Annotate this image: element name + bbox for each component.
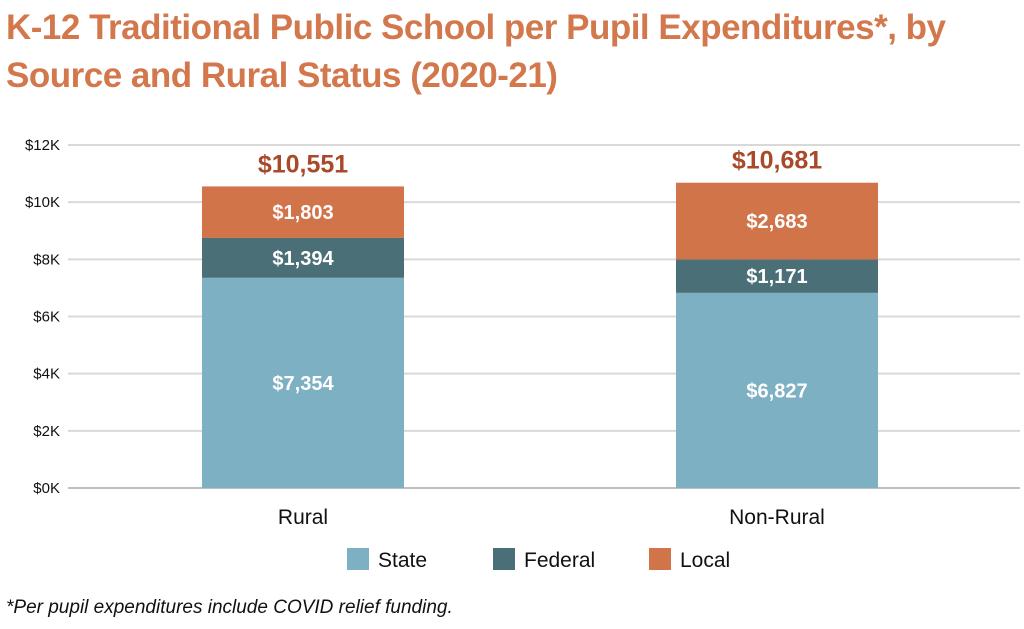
legend-swatch-local xyxy=(649,548,671,570)
legend-swatch-federal xyxy=(493,548,515,570)
chart-title: K-12 Traditional Public School per Pupil… xyxy=(6,8,946,95)
y-tick-label: $12K xyxy=(25,137,60,154)
legend-label-local: Local xyxy=(680,549,730,572)
legend: State Federal Local xyxy=(347,548,730,572)
x-axis-ticks: Rural Non-Rural xyxy=(278,506,825,529)
data-label-state: $7,354 xyxy=(272,373,334,395)
bars: $7,354 $1,394 $1,803 $10,551 $6,827 $1,171 $2,… xyxy=(202,147,878,488)
data-label-federal: $1,171 xyxy=(746,266,807,288)
bar-segment-local-non-rural xyxy=(676,182,878,260)
data-label-federal: $1,394 xyxy=(272,248,334,270)
bar-segment-local-rural xyxy=(202,186,404,238)
x-tick-label: Non-Rural xyxy=(729,506,825,529)
legend-label-state: State xyxy=(378,549,427,572)
legend-swatch-state xyxy=(347,548,369,570)
data-label-local: $2,683 xyxy=(746,211,807,233)
y-tick-label: $0K xyxy=(33,480,60,497)
bar-segment-state-non-rural xyxy=(676,292,878,488)
y-tick-label: $8K xyxy=(33,251,60,268)
y-tick-label: $6K xyxy=(33,309,60,326)
x-tick-label: Rural xyxy=(278,506,328,529)
data-label-state: $6,827 xyxy=(746,380,807,402)
footnote: *Per pupil expenditures include COVID re… xyxy=(6,597,453,618)
legend-label-federal: Federal xyxy=(524,549,595,572)
y-tick-label: $2K xyxy=(33,423,60,440)
y-axis-ticks: $0K $2K $4K $6K $8K $10K $12K xyxy=(25,137,60,497)
data-label-local: $1,803 xyxy=(272,202,333,224)
bar-segment-state-rural xyxy=(202,277,404,488)
bar-segment-federal-non-rural xyxy=(676,259,878,293)
bar-segment-federal-rural xyxy=(202,237,404,278)
total-label: $10,551 xyxy=(258,150,348,178)
total-label: $10,681 xyxy=(732,147,822,175)
stacked-bar-chart: $0K $2K $4K $6K $8K $10K $12K $7,354 $1,394 $1,8… xyxy=(25,137,1020,572)
y-tick-label: $4K xyxy=(33,366,60,383)
y-tick-label: $10K xyxy=(25,194,60,211)
